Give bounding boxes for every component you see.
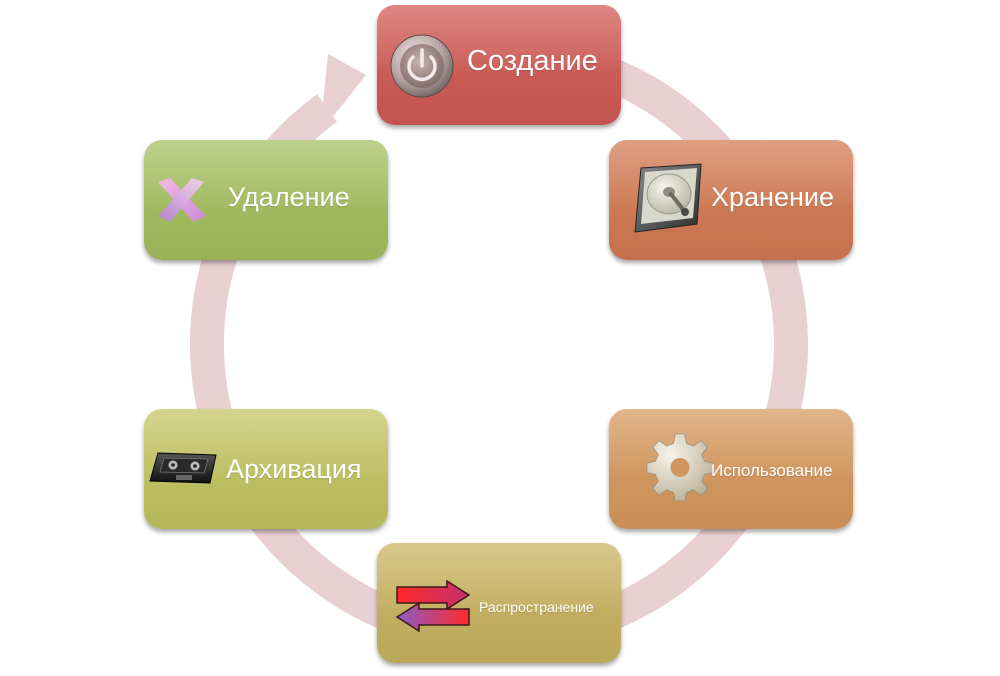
- cassette-tape-icon: [149, 452, 217, 484]
- stage-create: Создание: [377, 5, 621, 125]
- stage-archive-label: Архивация: [226, 454, 362, 484]
- stage-archive: Архивация: [144, 409, 388, 529]
- exchange-arrows-icon: [395, 579, 471, 633]
- hard-drive-icon: [634, 163, 702, 233]
- stage-create-label: Создание: [467, 45, 598, 77]
- stage-share: Распространение: [377, 543, 621, 663]
- stage-store-label: Хранение: [711, 182, 834, 212]
- cycle-ring-arrowhead: [320, 54, 366, 133]
- stage-use-label: Использование: [711, 461, 833, 480]
- stage-use: Использование: [609, 409, 853, 529]
- stage-share-label: Распространение: [479, 599, 594, 615]
- power-button-icon: [390, 34, 454, 98]
- stage-delete-label: Удаление: [228, 182, 350, 212]
- delete-x-icon: [158, 178, 206, 222]
- gear-icon: [646, 433, 714, 502]
- stage-delete: Удаление: [144, 140, 388, 260]
- stage-store: Хранение: [609, 140, 853, 260]
